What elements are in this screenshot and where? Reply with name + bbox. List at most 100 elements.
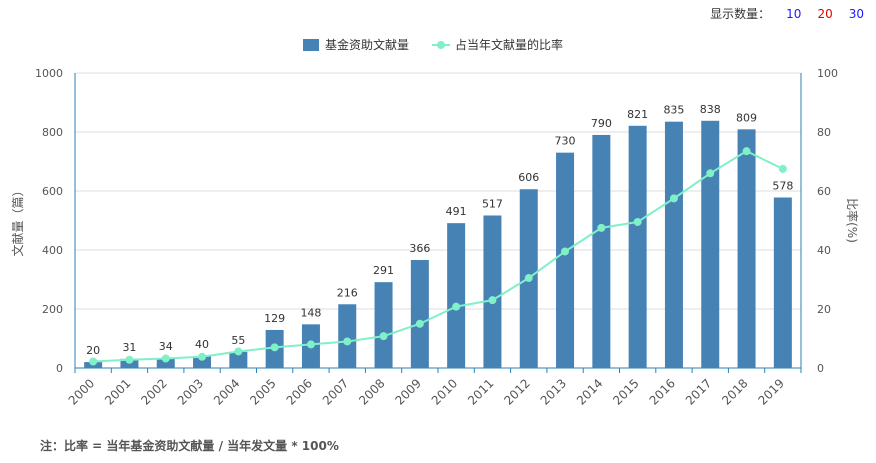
y-right-tick-label: 80	[817, 126, 831, 139]
display-count-selector: 显示数量： 10 20 30	[710, 5, 864, 22]
bar	[410, 260, 429, 368]
bar-value-label: 148	[300, 306, 321, 319]
ratio-point	[633, 217, 642, 226]
ratio-point	[452, 302, 461, 311]
legend-bar-label: 基金资助文献量	[325, 37, 409, 52]
bar	[664, 121, 683, 368]
bar-value-label: 129	[264, 312, 285, 325]
x-tick-label: 2009	[392, 376, 423, 407]
bar-value-label: 835	[663, 104, 684, 117]
display-count-option-30[interactable]: 30	[848, 6, 864, 21]
y-left-tick-label: 1000	[35, 67, 63, 80]
display-count-label: 显示数量：	[710, 7, 771, 21]
y-right-tick-label: 0	[817, 362, 824, 375]
y-left-tick-label: 600	[42, 185, 63, 198]
x-tick-label: 2013	[538, 376, 569, 407]
bar	[737, 129, 756, 368]
ratio-point	[270, 343, 279, 352]
ratio-point	[343, 337, 352, 346]
legend-bar-swatch	[303, 39, 319, 51]
bar	[338, 304, 357, 368]
x-tick-label: 2000	[66, 376, 97, 407]
chart-footnote: 注：比率 = 当年基金资助文献量 / 当年发文量 * 100%	[40, 439, 339, 453]
display-count-option-20[interactable]: 20	[817, 6, 833, 21]
bar-value-label: 216	[337, 286, 358, 299]
ratio-point	[415, 319, 424, 328]
ratio-point	[198, 352, 207, 361]
bar-value-label: 40	[195, 338, 209, 351]
x-tick-label: 2003	[175, 376, 206, 407]
x-tick-label: 2010	[429, 376, 460, 407]
bar-value-label: 838	[700, 103, 721, 116]
bar-value-label: 606	[518, 171, 539, 184]
legend-line-marker	[437, 41, 445, 49]
bar-value-label: 578	[772, 179, 793, 192]
ratio-point	[742, 147, 751, 156]
legend-line-label: 占当年文献量的比率	[455, 37, 563, 52]
ratio-point	[778, 164, 787, 173]
x-tick-label: 2002	[138, 376, 169, 407]
bar	[193, 356, 212, 368]
bar-value-label: 790	[591, 117, 612, 130]
chart: 0 200 400 600 800 1000 0 20 40 60 80 100 20 2000 31 200…	[10, 37, 860, 408]
ratio-point	[125, 355, 134, 364]
ratio-point	[89, 357, 98, 366]
bar	[156, 357, 175, 368]
x-tick-label: 2008	[356, 376, 387, 407]
bar	[374, 282, 393, 368]
x-tick-label: 2015	[610, 376, 641, 407]
bar	[556, 152, 575, 368]
y-left-tick-label: 0	[56, 362, 63, 375]
ratio-point	[524, 274, 533, 283]
y-right-tick-label: 20	[817, 303, 831, 316]
bar-value-label: 20	[86, 344, 100, 357]
bar-value-label: 821	[627, 108, 648, 121]
bar-value-label: 491	[446, 205, 467, 218]
x-tick-label: 2017	[683, 376, 714, 407]
ratio-point	[488, 296, 497, 305]
bar	[229, 351, 248, 368]
bar	[628, 125, 647, 369]
ratio-point	[669, 194, 678, 203]
bar-value-label: 291	[373, 264, 394, 277]
x-tick-label: 2005	[247, 376, 278, 407]
bar-value-label: 809	[736, 111, 757, 124]
y-left-tick-label: 200	[42, 303, 63, 316]
x-tick-label: 2001	[102, 376, 133, 407]
y-right-axis-title: 比率(%)	[845, 198, 860, 243]
bar	[701, 120, 720, 368]
y-left-tick-label: 800	[42, 126, 63, 139]
x-tick-label: 2014	[574, 376, 605, 407]
bar-value-label: 34	[159, 340, 173, 353]
bar-value-label: 366	[409, 242, 430, 255]
bar	[773, 197, 792, 368]
y-left-tick-label: 400	[42, 244, 63, 257]
x-tick-label: 2016	[647, 376, 678, 407]
x-tick-label: 2007	[320, 376, 351, 407]
y-right-tick-label: 40	[817, 244, 831, 257]
x-tick-label: 2018	[719, 376, 750, 407]
ratio-point	[306, 340, 315, 349]
bar	[447, 223, 466, 368]
y-right-tick-label: 60	[817, 185, 831, 198]
ratio-point	[234, 347, 243, 356]
x-tick-label: 2004	[211, 376, 242, 407]
ratio-point	[379, 332, 388, 341]
bar-value-label: 730	[555, 135, 576, 148]
bar	[483, 215, 502, 368]
ratio-line	[93, 150, 784, 363]
bar-value-label: 517	[482, 197, 503, 210]
ratio-point	[597, 223, 606, 232]
ratio-point	[161, 354, 170, 363]
display-count-option-10[interactable]: 10	[786, 6, 802, 21]
x-tick-label: 2011	[465, 376, 496, 407]
bar-value-label: 55	[231, 334, 245, 347]
x-tick-label: 2012	[501, 376, 532, 407]
y-left-axis-title: 文献量（篇）	[10, 184, 25, 256]
y-right-tick-label: 100	[817, 67, 838, 80]
bar-value-label: 31	[122, 341, 136, 354]
ratio-point	[706, 169, 715, 178]
x-tick-label: 2019	[755, 376, 786, 407]
ratio-point	[561, 247, 570, 256]
bar	[592, 134, 611, 368]
